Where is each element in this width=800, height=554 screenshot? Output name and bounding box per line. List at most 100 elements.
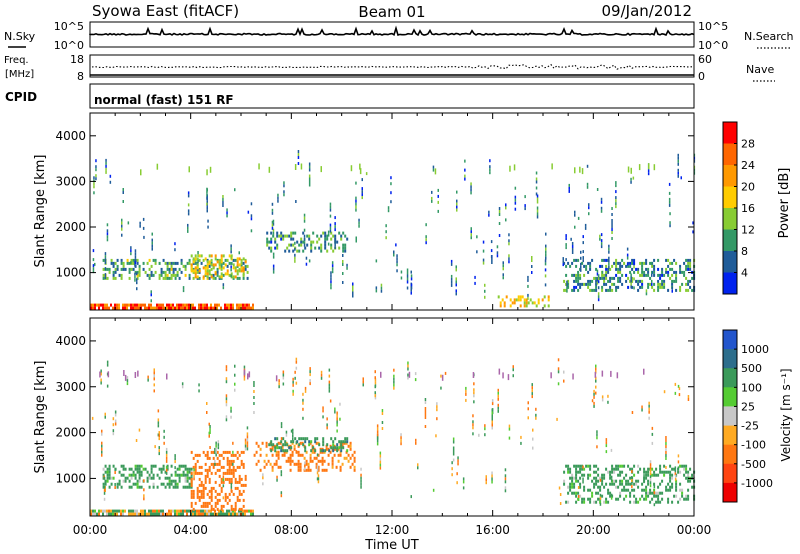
colorbar-swatch [723, 165, 737, 187]
echo-cell [375, 289, 378, 293]
echo-cell [596, 269, 599, 273]
echo-cell [336, 417, 338, 421]
echo-cell [166, 303, 168, 307]
echo-cell [259, 468, 262, 472]
echo-cell [144, 270, 147, 274]
echo-cell [150, 273, 153, 277]
echo-cell [104, 273, 107, 277]
echo-cell [236, 495, 239, 499]
echo-cell [174, 482, 177, 486]
echo-cell [101, 432, 103, 436]
echo-cell [283, 181, 285, 185]
echo-cell [589, 267, 592, 271]
echo-cell [482, 249, 485, 253]
echo-cell [330, 231, 333, 235]
echo-cell [610, 478, 613, 482]
echo-cell [184, 306, 186, 310]
echo-cell [275, 375, 278, 382]
echo-cell [630, 273, 632, 277]
echo-cell [198, 489, 201, 493]
freq-left-tick-bottom: 8 [77, 70, 84, 83]
echo-cell [491, 474, 493, 478]
echo-cell [112, 273, 115, 277]
echo-cell [130, 476, 133, 480]
echo-cell [379, 463, 382, 467]
echo-cell [297, 444, 300, 448]
echo-cell [224, 477, 227, 481]
echo-cell [577, 282, 580, 286]
echo-cell [234, 382, 236, 386]
echo-cell [331, 261, 334, 265]
echo-cell [204, 504, 207, 508]
echo-cell [671, 485, 674, 489]
echo-cell [140, 473, 143, 477]
echo-cell [220, 453, 223, 457]
echo-cell [647, 270, 650, 274]
echo-cell [289, 462, 292, 466]
echo-cell [410, 495, 412, 499]
echo-cell [184, 264, 187, 268]
echo-cell [580, 268, 582, 272]
echo-cell [509, 165, 511, 172]
echo-cell [140, 464, 143, 468]
echo-cell [648, 404, 650, 408]
echo-cell [334, 234, 337, 238]
echo-cell [186, 476, 189, 480]
echo-cell [619, 473, 622, 477]
echo-cell [645, 292, 648, 296]
echo-cell [247, 373, 249, 380]
echo-cell [130, 306, 132, 310]
echo-cell [669, 473, 672, 477]
echo-cell [220, 486, 223, 490]
echo-cell [588, 203, 590, 207]
echo-cell [182, 509, 184, 513]
echo-cell [677, 171, 679, 175]
echo-cell [472, 432, 474, 436]
echo-cell [509, 298, 512, 302]
echo-cell [545, 244, 547, 248]
echo-cell [601, 264, 604, 268]
echo-cell [104, 470, 107, 474]
echo-cell [619, 279, 622, 283]
echo-cell [316, 471, 319, 475]
echo-cell [559, 493, 562, 496]
echo-cell [609, 476, 612, 480]
echo-cell [206, 509, 208, 513]
echo-cell [226, 450, 229, 454]
echo-cell [677, 454, 680, 458]
echo-cell [317, 465, 320, 469]
echo-cell [206, 272, 209, 276]
echo-cell [138, 485, 141, 489]
echo-cell [328, 383, 331, 387]
echo-cell [396, 260, 398, 264]
echo-cell [114, 410, 117, 414]
echo-cell [507, 374, 510, 381]
echo-cell [657, 282, 660, 286]
echo-cell [347, 444, 350, 448]
echo-cell [151, 247, 153, 251]
echo-cell [531, 383, 533, 387]
echo-cell [212, 507, 215, 511]
echo-cell [294, 253, 296, 257]
echo-cell [579, 482, 582, 486]
echo-cell [649, 475, 652, 479]
echo-cell [295, 366, 298, 370]
echo-cell [609, 279, 612, 283]
echo-cell [105, 161, 107, 165]
echo-cell [291, 450, 294, 454]
echo-cell [424, 410, 427, 413]
echo-cell [610, 475, 613, 479]
echo-cell [130, 473, 133, 477]
echo-cell [627, 482, 630, 486]
echo-cell [322, 415, 324, 419]
echo-cell [465, 392, 467, 396]
echo-cell [208, 512, 210, 516]
echo-cell [671, 273, 674, 277]
echo-cell [489, 168, 491, 172]
echo-cell [381, 427, 384, 430]
echo-cell [536, 194, 539, 198]
echo-cell [192, 507, 195, 511]
echo-cell [637, 464, 640, 468]
echo-cell [304, 449, 307, 453]
echo-cell [619, 464, 622, 468]
